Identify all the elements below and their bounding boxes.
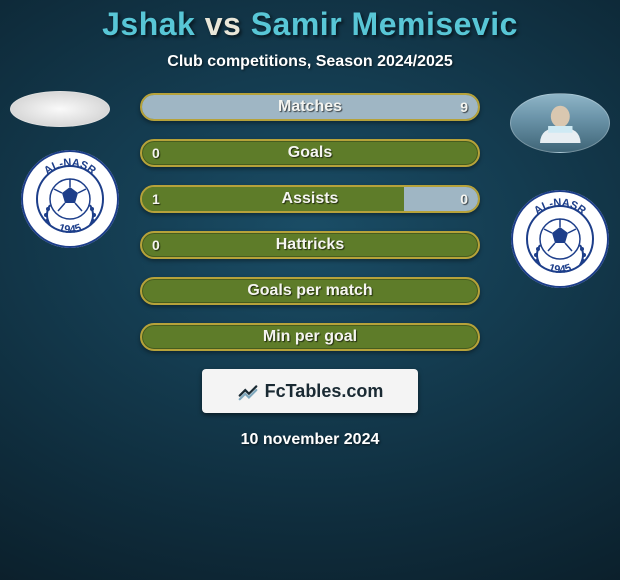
stat-bar: Goals0 (140, 139, 480, 167)
stat-bar: Goals per match (140, 277, 480, 305)
bar-label: Min per goal (142, 325, 478, 349)
site-tag-text: FcTables.com (265, 381, 384, 402)
subtitle: Club competitions, Season 2024/2025 (167, 53, 452, 71)
player1-club-crest: AL-NASR 1945 (20, 149, 120, 249)
bar-left-fill (142, 187, 404, 211)
site-tag: FcTables.com (202, 369, 418, 413)
stat-bars: Matches9Goals0Assists10Hattricks0Goals p… (140, 93, 480, 351)
player2-name: Samir Memisevic (251, 6, 518, 42)
bar-right-fill (142, 95, 478, 119)
page-title: Jshak vs Samir Memisevic (102, 6, 518, 43)
bar-label: Goals (142, 141, 478, 165)
player-silhouette-icon (526, 103, 595, 144)
bar-left-value: 0 (152, 233, 160, 257)
stat-bar: Min per goal (140, 323, 480, 351)
bar-label: Hattricks (142, 233, 478, 257)
bar-label: Goals per match (142, 279, 478, 303)
comparison-arena: AL-NASR 1945 AL-NASR 1945 (0, 71, 620, 580)
stat-bar: Matches9 (140, 93, 480, 121)
player2-avatar (510, 93, 610, 153)
stat-bar: Hattricks0 (140, 231, 480, 259)
bar-left-value: 0 (152, 141, 160, 165)
chart-icon (237, 380, 259, 402)
bar-right-fill (404, 187, 478, 211)
player1-avatar (10, 91, 110, 127)
date-line: 10 november 2024 (0, 431, 620, 449)
stat-bar: Assists10 (140, 185, 480, 213)
player2-club-crest: AL-NASR 1945 (510, 189, 610, 289)
player1-name: Jshak (102, 6, 195, 42)
vs-word: vs (205, 6, 242, 42)
comparison-card: Jshak vs Samir Memisevic Club competitio… (0, 0, 620, 580)
